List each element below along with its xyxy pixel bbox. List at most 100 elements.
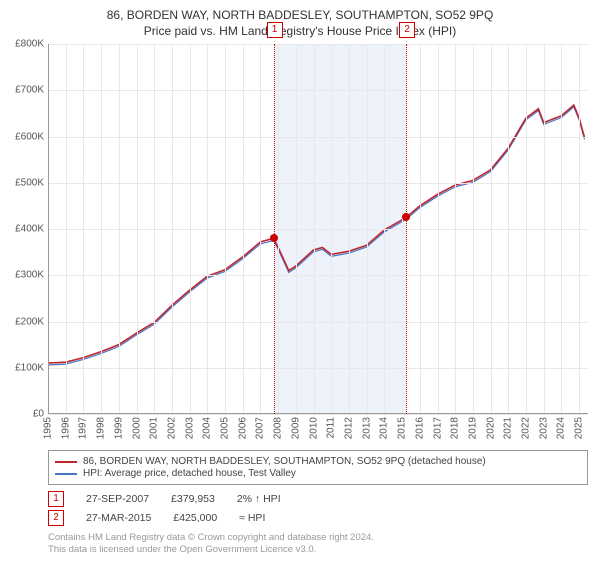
y-axis-tick-label: £100K xyxy=(15,362,44,373)
table-row: 2 27-MAR-2015 £425,000 ≈ HPI xyxy=(48,510,588,526)
x-axis-tick-label: 2000 xyxy=(131,417,142,439)
y-axis-line xyxy=(48,44,49,414)
series-line-hpi xyxy=(48,107,585,365)
transaction-marker: 2 xyxy=(48,510,64,526)
x-axis-tick-label: 1997 xyxy=(78,417,89,439)
event-dot xyxy=(402,213,410,221)
gridline-v xyxy=(561,44,562,414)
y-axis-tick-label: £600K xyxy=(15,131,44,142)
x-axis-tick-label: 2002 xyxy=(166,417,177,439)
x-axis-tick-label: 2005 xyxy=(220,417,231,439)
gridline-v xyxy=(225,44,226,414)
gridline-h xyxy=(48,275,588,276)
gridline-v xyxy=(367,44,368,414)
x-axis-tick-label: 2001 xyxy=(149,417,160,439)
x-axis-tick-label: 2019 xyxy=(467,417,478,439)
gridline-v xyxy=(278,44,279,414)
gridline-h xyxy=(48,44,588,45)
gridline-v xyxy=(508,44,509,414)
gridline-h xyxy=(48,183,588,184)
gridline-v xyxy=(349,44,350,414)
transaction-price: £379,953 xyxy=(171,493,215,505)
legend-label: HPI: Average price, detached house, Test… xyxy=(83,468,296,479)
x-axis-tick-label: 1996 xyxy=(60,417,71,439)
gridline-v xyxy=(172,44,173,414)
gridline-v xyxy=(260,44,261,414)
gridline-v xyxy=(83,44,84,414)
gridline-v xyxy=(579,44,580,414)
series-line-price_paid xyxy=(48,105,585,363)
x-axis-tick-label: 2018 xyxy=(450,417,461,439)
x-axis-tick-label: 2022 xyxy=(521,417,532,439)
legend-item: 86, BORDEN WAY, NORTH BADDESLEY, SOUTHAM… xyxy=(55,456,581,467)
legend-swatch xyxy=(55,461,77,463)
x-axis-tick-label: 2012 xyxy=(343,417,354,439)
gridline-v xyxy=(491,44,492,414)
gridline-h xyxy=(48,90,588,91)
transaction-price: £425,000 xyxy=(173,512,217,524)
x-axis-tick-label: 1999 xyxy=(113,417,124,439)
gridline-v xyxy=(544,44,545,414)
chart-container: 86, BORDEN WAY, NORTH BADDESLEY, SOUTHAM… xyxy=(0,8,600,568)
gridline-v xyxy=(296,44,297,414)
x-axis-tick-label: 2021 xyxy=(503,417,514,439)
gridline-h xyxy=(48,137,588,138)
x-axis-tick-label: 2008 xyxy=(273,417,284,439)
x-axis-tick-label: 2017 xyxy=(432,417,443,439)
event-dot xyxy=(270,234,278,242)
x-axis-tick-label: 1995 xyxy=(43,417,54,439)
x-axis-tick-label: 2007 xyxy=(255,417,266,439)
gridline-h xyxy=(48,322,588,323)
event-marker-box: 2 xyxy=(399,22,415,38)
footer-line: Contains HM Land Registry data © Crown c… xyxy=(48,532,588,544)
gridline-v xyxy=(119,44,120,414)
title-address: 86, BORDEN WAY, NORTH BADDESLEY, SOUTHAM… xyxy=(0,8,600,22)
gridline-v xyxy=(243,44,244,414)
y-axis-tick-label: £700K xyxy=(15,85,44,96)
gridline-v xyxy=(314,44,315,414)
x-axis-tick-label: 2015 xyxy=(397,417,408,439)
y-axis-tick-label: £400K xyxy=(15,224,44,235)
legend-box: 86, BORDEN WAY, NORTH BADDESLEY, SOUTHAM… xyxy=(48,450,588,485)
transactions-table: 1 27-SEP-2007 £379,953 2% ↑ HPI 2 27-MAR… xyxy=(48,491,588,526)
y-axis-tick-label: £300K xyxy=(15,270,44,281)
title-subtitle: Price paid vs. HM Land Registry's House … xyxy=(0,24,600,38)
gridline-v xyxy=(384,44,385,414)
x-axis-tick-label: 2016 xyxy=(414,417,425,439)
gridline-v xyxy=(137,44,138,414)
transaction-marker: 1 xyxy=(48,491,64,507)
x-axis-tick-label: 1998 xyxy=(96,417,107,439)
transaction-rel: 2% ↑ HPI xyxy=(237,493,281,505)
gridline-v xyxy=(154,44,155,414)
x-axis-tick-label: 2003 xyxy=(184,417,195,439)
event-vertical-line xyxy=(406,44,407,414)
x-axis-tick-label: 2014 xyxy=(379,417,390,439)
x-axis-tick-label: 2009 xyxy=(290,417,301,439)
gridline-v xyxy=(101,44,102,414)
footer-attribution: Contains HM Land Registry data © Crown c… xyxy=(48,532,588,556)
y-axis-tick-label: £500K xyxy=(15,177,44,188)
gridline-h xyxy=(48,414,588,415)
gridline-v xyxy=(526,44,527,414)
x-axis-tick-label: 2010 xyxy=(308,417,319,439)
x-axis-tick-label: 2006 xyxy=(237,417,248,439)
legend-item: HPI: Average price, detached house, Test… xyxy=(55,468,581,479)
transaction-date: 27-MAR-2015 xyxy=(86,512,151,524)
x-axis-tick-label: 2023 xyxy=(538,417,549,439)
gridline-v xyxy=(190,44,191,414)
gridline-h xyxy=(48,368,588,369)
gridline-v xyxy=(455,44,456,414)
x-axis-tick-label: 2024 xyxy=(556,417,567,439)
gridline-v xyxy=(207,44,208,414)
table-row: 1 27-SEP-2007 £379,953 2% ↑ HPI xyxy=(48,491,588,507)
x-axis-tick-label: 2011 xyxy=(326,417,337,439)
event-vertical-line xyxy=(274,44,275,414)
legend-swatch xyxy=(55,473,77,475)
y-axis-tick-label: £200K xyxy=(15,316,44,327)
event-marker-box: 1 xyxy=(267,22,283,38)
gridline-v xyxy=(66,44,67,414)
legend-label: 86, BORDEN WAY, NORTH BADDESLEY, SOUTHAM… xyxy=(83,456,486,467)
x-axis-tick-label: 2013 xyxy=(361,417,372,439)
gridline-v xyxy=(402,44,403,414)
x-axis-tick-label: 2004 xyxy=(202,417,213,439)
